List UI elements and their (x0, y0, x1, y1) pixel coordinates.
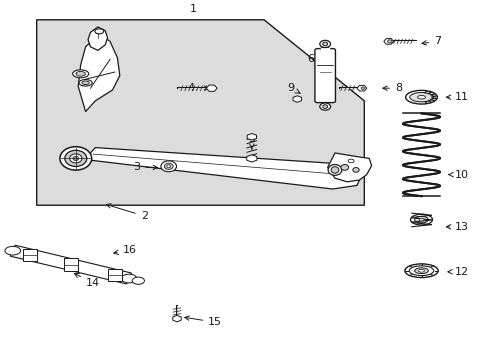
Ellipse shape (166, 165, 170, 168)
Ellipse shape (72, 70, 89, 78)
Text: 3: 3 (133, 162, 157, 172)
Ellipse shape (76, 72, 85, 76)
Ellipse shape (409, 93, 432, 102)
Ellipse shape (322, 105, 327, 108)
Ellipse shape (95, 29, 103, 34)
Ellipse shape (79, 80, 92, 86)
Ellipse shape (330, 167, 338, 173)
Polygon shape (108, 269, 122, 282)
Ellipse shape (81, 81, 89, 85)
Ellipse shape (418, 269, 424, 272)
Polygon shape (90, 148, 359, 189)
Text: 1: 1 (189, 4, 196, 14)
Polygon shape (383, 39, 393, 44)
Ellipse shape (352, 167, 358, 172)
Polygon shape (246, 155, 256, 162)
Ellipse shape (360, 87, 364, 89)
Text: 6: 6 (306, 54, 319, 68)
Ellipse shape (164, 163, 173, 169)
Ellipse shape (404, 264, 437, 278)
Ellipse shape (347, 159, 353, 163)
Polygon shape (172, 315, 181, 322)
Text: 15: 15 (184, 316, 222, 327)
Text: 12: 12 (447, 267, 468, 277)
Text: 9: 9 (287, 83, 299, 93)
Text: 10: 10 (448, 170, 468, 180)
Ellipse shape (327, 165, 341, 175)
Polygon shape (292, 96, 301, 102)
Ellipse shape (340, 165, 348, 170)
Text: 13: 13 (446, 222, 468, 232)
Ellipse shape (132, 277, 144, 284)
Polygon shape (23, 248, 37, 261)
Ellipse shape (410, 214, 432, 225)
Ellipse shape (73, 156, 79, 161)
Ellipse shape (319, 103, 330, 110)
Ellipse shape (386, 40, 391, 43)
Polygon shape (88, 27, 107, 50)
Ellipse shape (322, 42, 327, 46)
Ellipse shape (69, 154, 81, 163)
Text: 4: 4 (187, 83, 208, 93)
Text: 7: 7 (421, 36, 440, 46)
Polygon shape (78, 36, 120, 112)
Polygon shape (356, 85, 366, 91)
Ellipse shape (60, 147, 92, 170)
Ellipse shape (121, 274, 137, 283)
FancyBboxPatch shape (314, 49, 335, 103)
Text: 11: 11 (446, 92, 468, 102)
Ellipse shape (319, 40, 330, 48)
Ellipse shape (161, 161, 176, 172)
Ellipse shape (414, 268, 427, 274)
Polygon shape (10, 245, 131, 284)
Ellipse shape (414, 216, 427, 223)
Polygon shape (327, 153, 371, 182)
Polygon shape (64, 258, 78, 271)
Text: 2: 2 (106, 204, 147, 221)
Ellipse shape (408, 266, 433, 276)
Text: 5: 5 (248, 134, 255, 149)
Polygon shape (206, 85, 217, 91)
Text: 16: 16 (114, 245, 136, 255)
Ellipse shape (405, 90, 436, 104)
Polygon shape (37, 20, 364, 205)
Ellipse shape (5, 246, 20, 255)
Ellipse shape (64, 150, 87, 166)
Text: 14: 14 (74, 274, 100, 288)
Polygon shape (246, 134, 256, 140)
Ellipse shape (417, 95, 425, 99)
Ellipse shape (418, 218, 423, 221)
Text: 8: 8 (382, 83, 401, 93)
